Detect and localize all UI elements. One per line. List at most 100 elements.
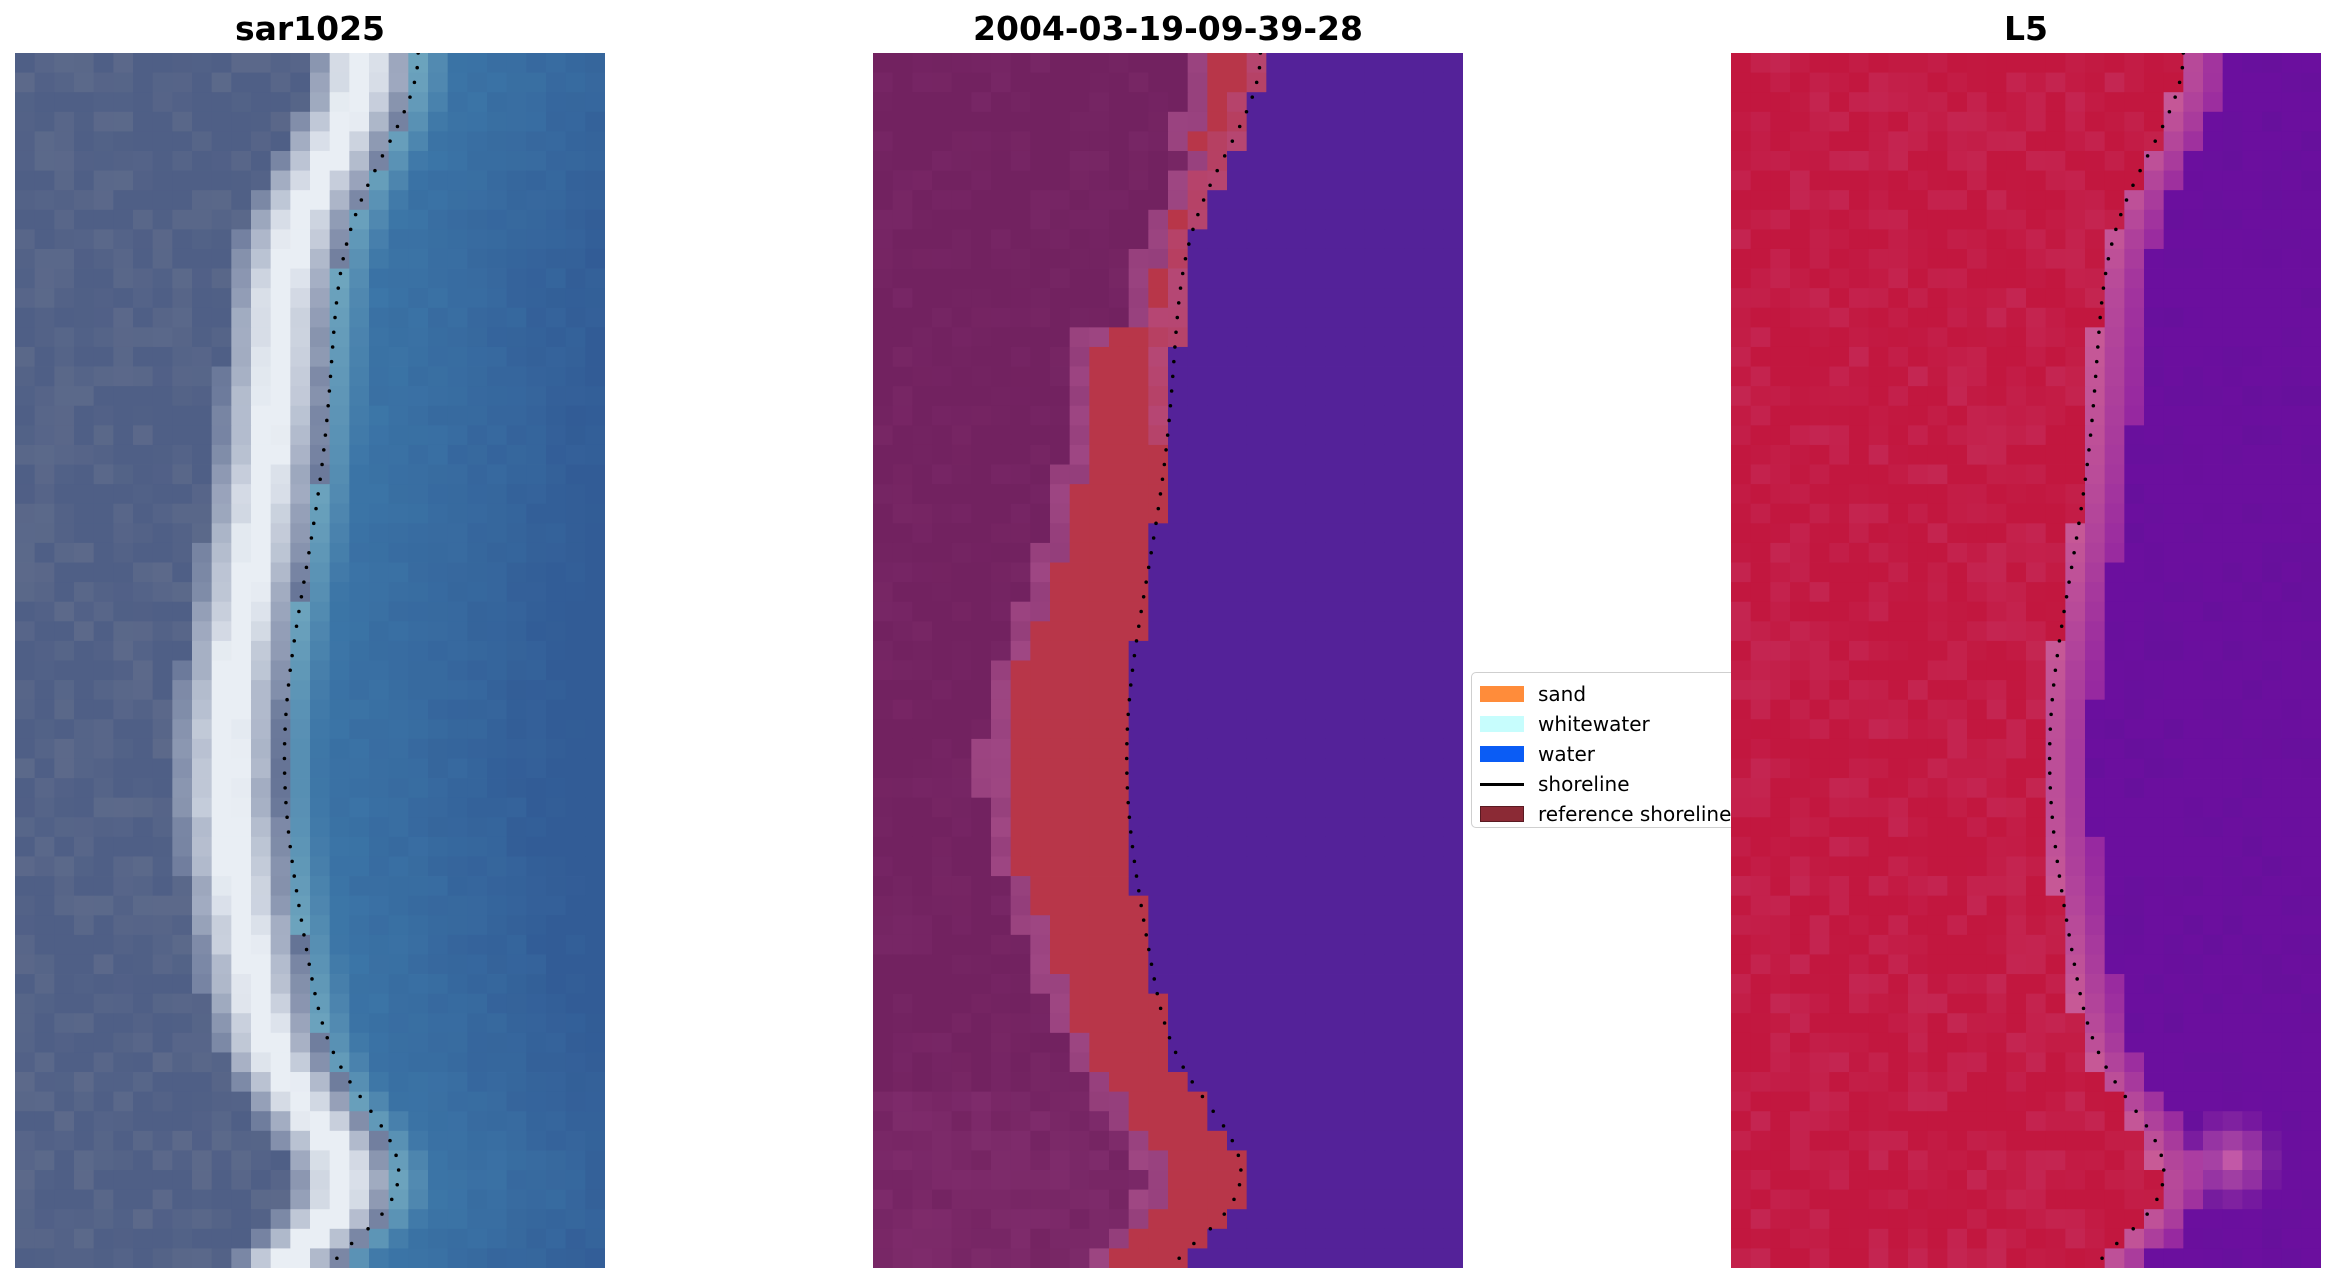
rgb-pixel [251,621,272,642]
l5-pixel [2065,386,2086,407]
l5-pixel [1868,53,1889,73]
class-pixel [1069,1228,1090,1249]
rgb-pixel [251,895,272,916]
class-pixel [1069,660,1090,681]
class-pixel [1227,1032,1248,1053]
class-pixel [892,562,913,583]
rgb-pixel [152,111,173,132]
class-pixel [991,150,1012,171]
class-pixel [1345,895,1366,916]
rgb-pixel [211,268,232,289]
shoreline-point [1208,183,1212,188]
rgb-pixel [192,542,213,563]
shoreline-point [1168,403,1173,408]
rgb-pixel [408,1189,429,1210]
class-pixel [1305,640,1326,661]
l5-pixel [2222,699,2243,720]
l5-pixel [1888,582,1909,603]
rgb-pixel [349,346,370,367]
class-pixel [1227,150,1248,171]
class-pixel [1109,1072,1130,1093]
rgb-pixel [349,1052,370,1073]
class-pixel [1286,1032,1307,1053]
class-pixel [1227,425,1248,446]
rgb-pixel [133,1209,154,1230]
class-pixel [1128,268,1149,289]
class-pixel [1010,229,1031,250]
rgb-pixel [231,582,252,603]
l5-pixel [1809,660,1830,681]
rgb-pixel [467,72,488,93]
rgb-pixel [467,288,488,309]
class-pixel [1010,817,1031,838]
l5-pixel [1829,738,1850,759]
class-pixel [1345,1170,1366,1191]
l5-pixel [2222,72,2243,93]
rgb-pixel [192,111,213,132]
shoreline-point [1149,550,1153,555]
class-pixel [1010,601,1031,622]
class-pixel [1384,1150,1405,1171]
class-pixel [971,660,992,681]
rgb-pixel [526,72,547,93]
l5-pixel [2006,699,2027,720]
rgb-pixel [270,895,291,916]
class-pixel [932,425,953,446]
rgb-pixel [172,72,193,93]
l5-pixel [2262,621,2283,642]
l5-pixel [1947,425,1968,446]
rgb-pixel [113,1013,134,1034]
l5-pixel [2085,660,2106,681]
class-pixel [1089,346,1110,367]
class-pixel [1030,1170,1051,1191]
l5-pixel [1947,72,1968,93]
rgb-pixel [565,1013,586,1034]
rgb-pixel [34,934,55,955]
class-pixel [1246,562,1267,583]
l5-pixel [2045,562,2066,583]
l5-pixel [2104,699,2125,720]
class-pixel [1207,1228,1228,1249]
rgb-pixel [565,1130,586,1151]
l5-pixel [2104,680,2125,701]
rgb-pixel [172,386,193,407]
rgb-pixel [349,464,370,485]
l5-pixel [1731,92,1752,113]
class-pixel [1168,974,1189,995]
class-pixel [1423,327,1444,348]
class-pixel [1187,1111,1208,1132]
class-pixel [991,1072,1012,1093]
class-pixel [1305,974,1326,995]
l5-pixel [2222,738,2243,759]
class-pixel [1030,680,1051,701]
rgb-pixel [388,307,409,328]
rgb-pixel [251,797,272,818]
rgb-pixel [487,190,508,211]
class-pixel [1404,1228,1425,1249]
l5-pixel [2026,621,2047,642]
rgb-pixel [467,758,488,779]
class-pixel [1286,738,1307,759]
rgb-pixel [585,307,605,328]
l5-pixel [2183,464,2204,485]
l5-pixel [1947,307,1968,328]
rgb-pixel [93,640,114,661]
rgb-pixel [152,836,173,857]
class-pixel [1345,346,1366,367]
l5-pixel [2301,131,2321,152]
rgb-pixel [34,1248,55,1268]
rgb-pixel [152,974,173,995]
class-pixel [892,1248,913,1268]
class-pixel [1423,464,1444,485]
class-pixel [892,1189,913,1210]
l5-pixel [2006,327,2027,348]
rgb-pixel [152,444,173,465]
shoreline-point [313,991,317,996]
rgb-pixel [349,738,370,759]
shoreline-point [1237,124,1242,129]
class-pixel [1325,640,1346,661]
class-pixel [1443,1189,1463,1210]
class-pixel [991,915,1012,936]
class-pixel [1423,915,1444,936]
rgb-pixel [152,738,173,759]
